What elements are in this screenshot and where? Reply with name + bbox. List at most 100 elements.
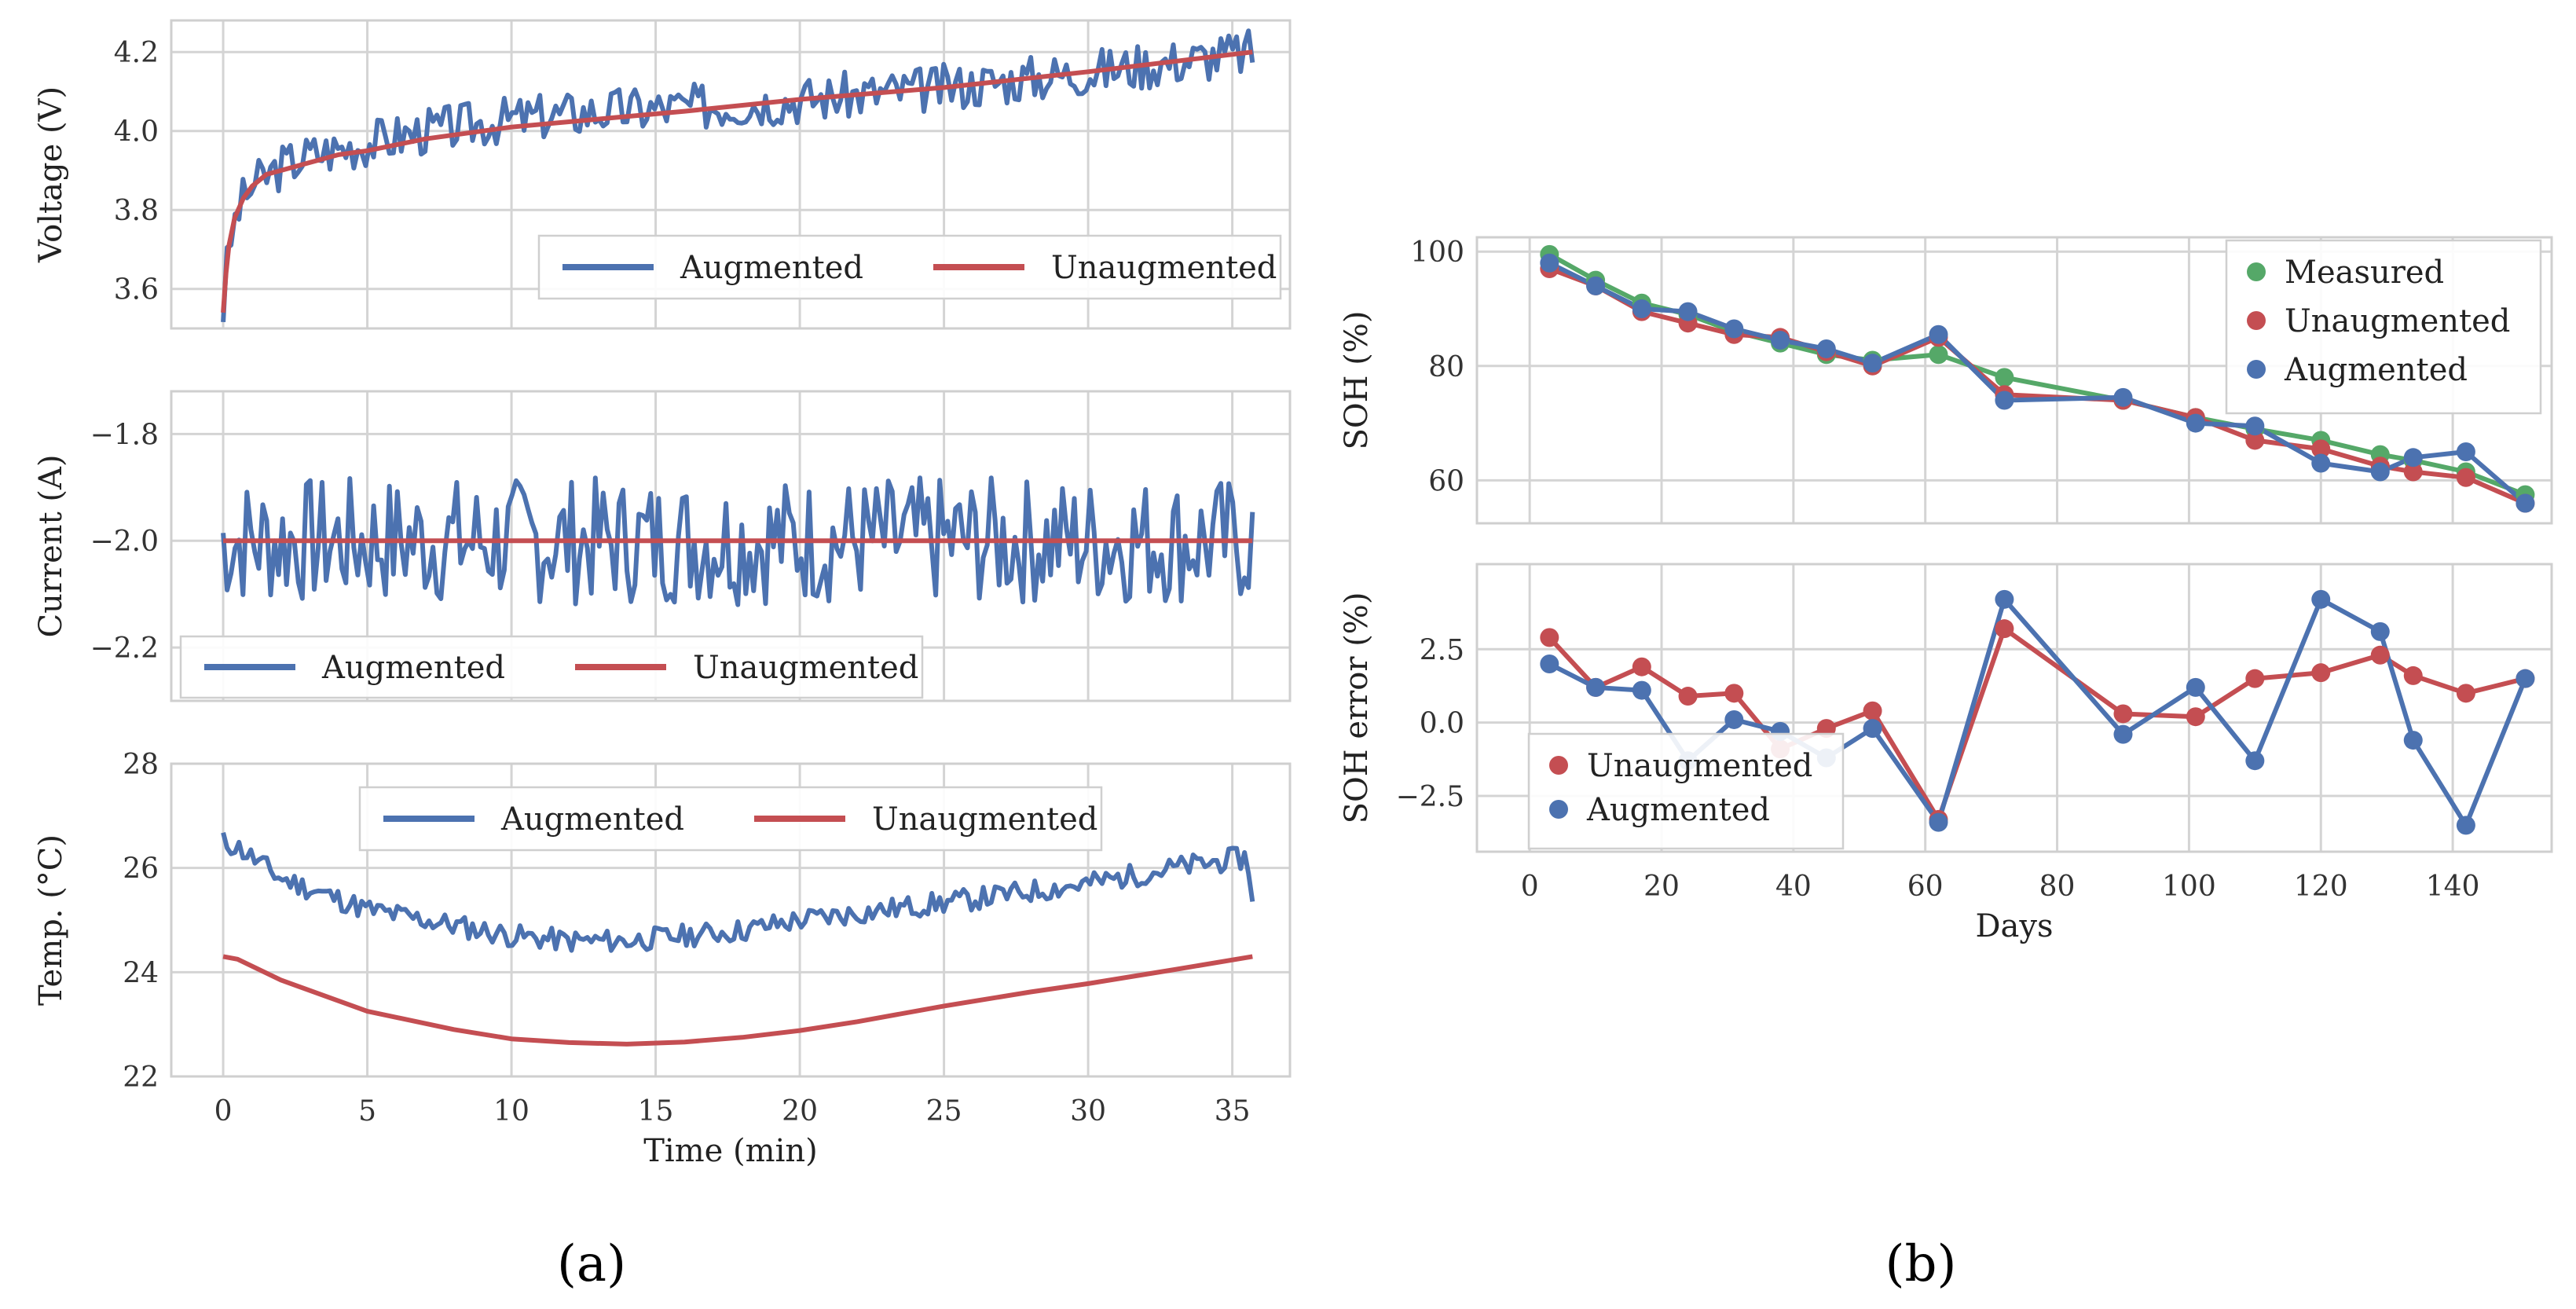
data-point-augmented [2403, 448, 2423, 468]
legend-box [537, 234, 1282, 300]
data-point-unaugmented [2113, 704, 2133, 724]
x-tick-label: 60 [1907, 871, 1944, 903]
y-tick-label: 22 [123, 1062, 159, 1094]
x-axis-label: Days [1975, 908, 2053, 944]
y-tick-label: 60 [1428, 465, 1464, 497]
series-line-augmented [221, 475, 1255, 607]
y-tick-label: 3.6 [114, 274, 159, 306]
data-point-augmented [1929, 324, 1948, 344]
data-point-unaugmented [1540, 628, 1559, 647]
data-point-augmented [2516, 493, 2535, 513]
data-point-unaugmented [1995, 619, 2014, 639]
data-point-augmented [1995, 390, 2014, 410]
data-point-augmented [2456, 442, 2475, 461]
legend-box [2225, 239, 2542, 415]
chart-soh_error: −2.5 0.0 2.5 0 20 40 60 80 100 120 140 Days SOH erro… [1339, 563, 2553, 944]
data-point-augmented [2245, 751, 2265, 771]
legend-swatch-unaugmented [2247, 311, 2266, 330]
panel-label-a: (a) [557, 1235, 626, 1293]
x-tick-label: 5 [358, 1095, 376, 1128]
data-point-augmented [1816, 339, 1836, 358]
data-point-unaugmented [2245, 431, 2265, 450]
data-point-augmented [2370, 462, 2390, 482]
data-point-augmented [1995, 589, 2014, 609]
plot-frame [170, 19, 1292, 330]
x-axis-label: Time (min) [643, 1133, 817, 1169]
y-tick-label: 80 [1428, 351, 1464, 383]
legend-label-unaugmented: Unaugmented [872, 801, 1097, 838]
y-axis-label: Current (A) [33, 455, 69, 638]
y-tick-label: −2.2 [90, 632, 159, 665]
plot-frame [170, 390, 1292, 702]
legend-box [1527, 732, 1845, 850]
data-point-unaugmented [2311, 663, 2331, 683]
legend-label-unaugmented: Unaugmented [693, 650, 918, 686]
legend-box [358, 786, 1103, 852]
data-point-augmented [1724, 710, 1744, 729]
data-point-augmented [2186, 677, 2205, 697]
x-tick-label: 100 [2162, 871, 2216, 903]
x-tick-label: 15 [638, 1095, 674, 1128]
data-point-augmented [1724, 319, 1744, 339]
x-tick-label: 0 [214, 1095, 233, 1128]
y-tick-label: 0.0 [1420, 708, 1464, 740]
data-point-augmented [2370, 622, 2390, 641]
legend-label-unaugmented: Unaugmented [1051, 250, 1277, 286]
data-point-augmented [2311, 453, 2331, 473]
series-line-augmented [221, 28, 1255, 323]
y-tick-label: −1.8 [90, 419, 159, 451]
plot-frame [1475, 236, 2553, 525]
chart-current: −2.2 −2.0 −1.8 Current (A) Augmented Unaugmen… [33, 390, 1292, 702]
data-point-augmented [2311, 589, 2331, 609]
data-point-augmented [2113, 387, 2133, 407]
chart-temperature: 22 24 26 28 0 5 10 15 20 25 30 35 Time (min) Temp. (°… [33, 749, 1292, 1169]
y-axis-label: SOH (%) [1339, 310, 1375, 449]
legend-label-augmented: Augmented [500, 801, 684, 838]
data-point-unaugmented [1863, 701, 1882, 720]
y-tick-label: 2.5 [1420, 634, 1464, 666]
x-tick-label: 10 [493, 1095, 529, 1128]
series-line-unaugmented [221, 50, 1253, 314]
x-tick-label: 30 [1070, 1095, 1106, 1128]
series-layer [221, 28, 1255, 323]
y-axis-label: SOH error (%) [1339, 592, 1375, 824]
x-tick-label: 20 [782, 1095, 818, 1128]
data-point-unaugmented [2370, 645, 2390, 665]
y-axis-label: Voltage (V) [33, 86, 69, 263]
data-point-augmented [1929, 812, 1948, 832]
x-tick-label: 80 [2039, 871, 2076, 903]
data-point-augmented [1632, 299, 1651, 318]
data-point-augmented [2403, 731, 2423, 750]
data-point-augmented [1632, 680, 1651, 700]
y-axis-label: Temp. (°C) [33, 834, 69, 1006]
legend-swatch-augmented [1549, 800, 1568, 819]
legend-swatch-measured [2247, 262, 2266, 281]
y-tick-label: 4.2 [114, 37, 159, 69]
data-point-unaugmented [1724, 684, 1744, 703]
legend-label-augmented: Augmented [680, 250, 863, 286]
y-tick-label: 3.8 [114, 195, 159, 227]
data-point-augmented [1540, 253, 1559, 273]
data-point-unaugmented [2403, 666, 2423, 685]
data-point-augmented [1771, 331, 1790, 350]
data-point-measured [1995, 368, 2014, 387]
data-point-augmented [1678, 302, 1698, 321]
y-tick-label: −2.5 [1396, 781, 1464, 813]
data-point-augmented [2245, 416, 2265, 436]
chart-voltage: 3.6 3.8 4.0 4.2 Voltage (V) Augmented Unaugmen… [33, 19, 1292, 330]
legend-swatch-augmented [2247, 360, 2266, 379]
data-point-augmented [1863, 354, 1882, 373]
series-line-unaugmented [222, 954, 1253, 1047]
y-tick-label: −2.0 [90, 526, 159, 558]
data-point-unaugmented [2456, 684, 2475, 703]
x-tick-label: 140 [2426, 871, 2480, 903]
legend-swatch-unaugmented [1549, 756, 1568, 775]
series-layer [221, 475, 1255, 607]
data-point-augmented [2456, 816, 2475, 835]
series-layer [221, 831, 1255, 1047]
data-point-augmented [2113, 724, 2133, 744]
x-tick-label: 35 [1215, 1095, 1251, 1128]
plots-layer: 3.6 3.8 4.0 4.2 Voltage (V) Augmented Unaugmen… [33, 19, 2553, 1169]
data-point-augmented [1540, 654, 1559, 673]
